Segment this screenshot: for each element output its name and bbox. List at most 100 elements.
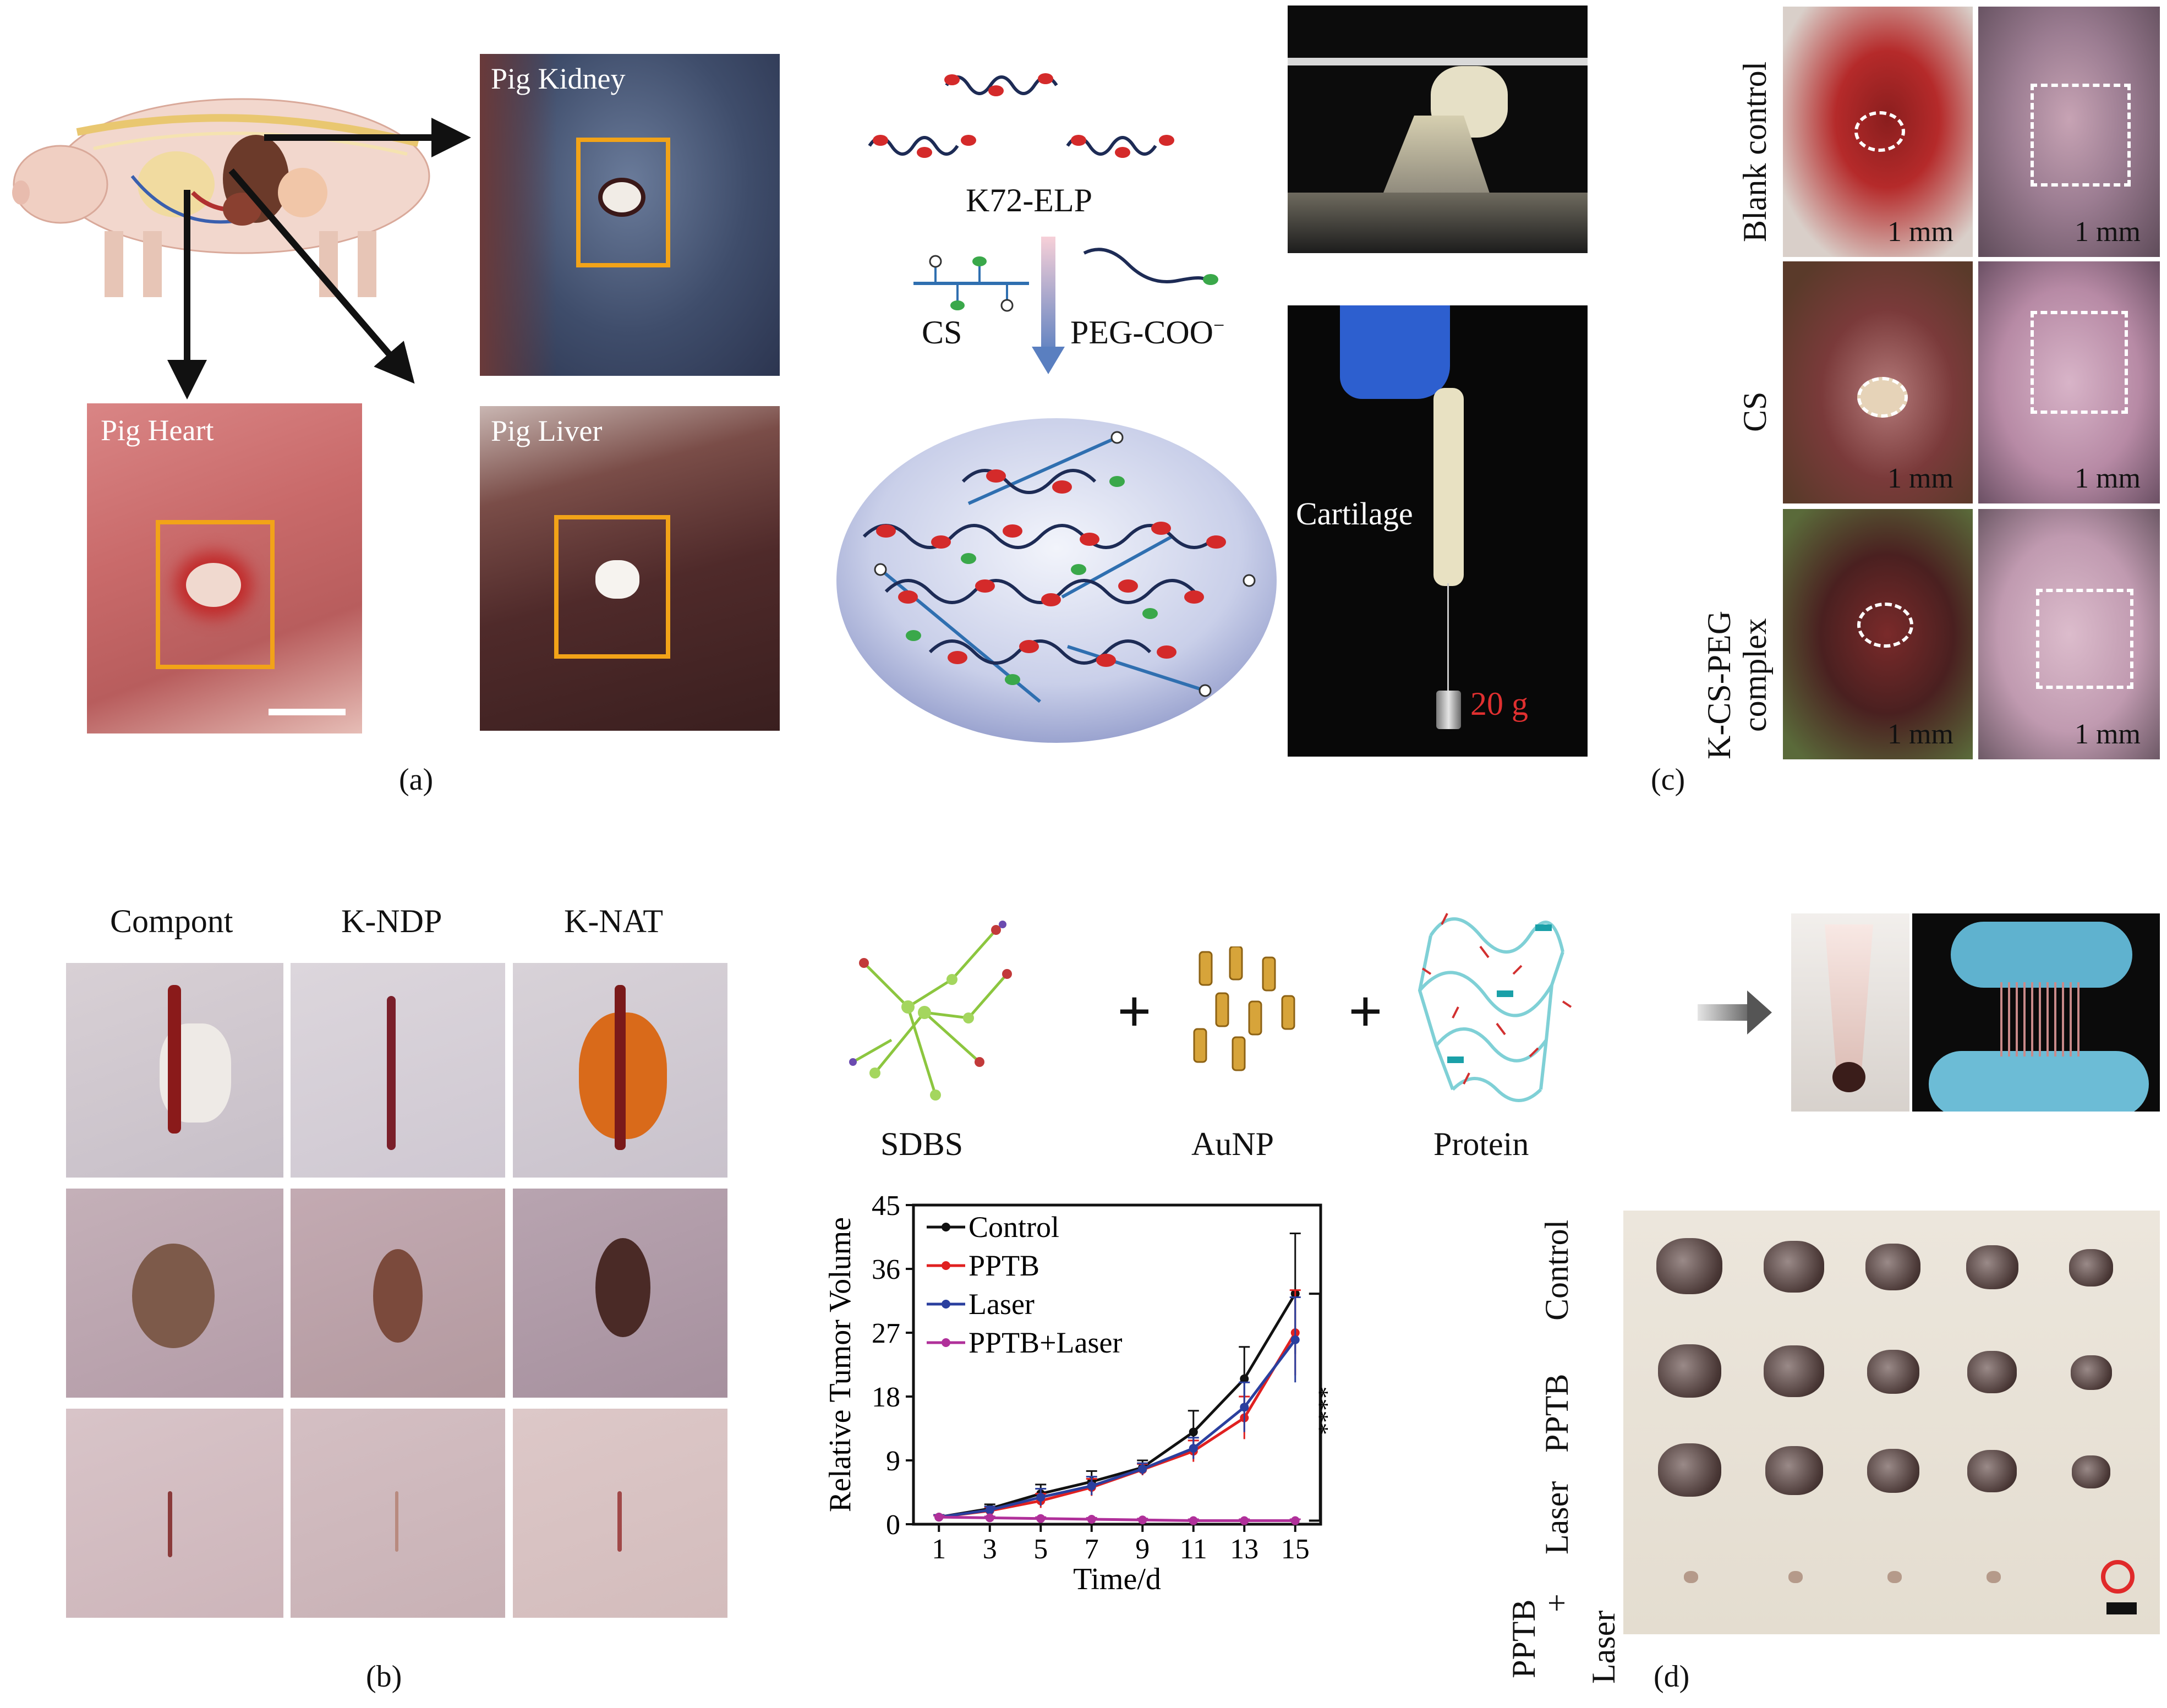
row-label-laser-combo: Laser [1585,1610,1622,1684]
legend-marker [942,1223,950,1231]
row-label-blank-control: Blank control [1737,61,1773,242]
tumor-specimen [1966,1245,2018,1290]
wound-photo-k-ndp-2 [291,1189,505,1398]
legend-label: Laser [968,1288,1035,1321]
tumor-specimen [1764,1241,1824,1293]
data-point [1189,1427,1198,1437]
weight-icon [1436,691,1461,729]
legend-marker [942,1261,950,1270]
scale-circle [2101,1560,2135,1594]
x-tick-label: 3 [983,1534,997,1565]
legend-label: Control [968,1211,1059,1244]
x-tick-label: 5 [1033,1534,1048,1565]
data-point [985,1506,994,1515]
arrow-right-icon [1698,1004,1750,1021]
wound-photo-k-nat-2 [513,1189,727,1398]
y-tick-label: 45 [872,1190,900,1222]
legend-label: PPTB+Laser [968,1326,1122,1359]
y-tick-label: 36 [872,1254,900,1285]
pig-heart-photo: Pig Heart [87,403,362,733]
hydrogel-network-illustration [836,418,1277,743]
highlight-box [554,515,670,659]
hydrogel-stretch-photo [1912,913,2160,1112]
legend-marker [942,1338,950,1347]
cartilage-photo: Cartilage 20 g [1288,305,1588,757]
row-label-k-cs-peg: K-CS-PEG [1701,610,1737,759]
col-header-compont: Compont [110,903,233,939]
data-point [934,1513,944,1522]
tumor-specimen [1867,1448,1919,1493]
polymer-chains-illustration [868,73,1174,158]
data-point [1290,1516,1300,1525]
data-point [1290,1335,1300,1344]
legend-label: PPTB [968,1249,1039,1282]
blank-control-right-photo: 1 mm [1978,7,2160,257]
scale-label: 1 mm [1887,463,1953,494]
defect-box [2036,589,2133,689]
data-point [1240,1516,1249,1525]
panel-b-caption: (b) [366,1660,402,1694]
tumor-specimen [1788,1571,1803,1583]
pig-kidney-photo: Pig Kidney [480,54,780,376]
protein-illustration [1418,913,1572,1102]
series-line [938,1339,1296,1519]
tumor-specimen [2069,1249,2113,1287]
tumor-specimen [1987,1571,2001,1583]
sdbs-label: SDBS [880,1126,964,1162]
x-axis-label: Time/d [1073,1562,1161,1596]
col-header-k-nat: K-NAT [564,903,663,939]
k-cs-peg-right-photo: 1 mm [1978,509,2160,759]
row-label-control: Control [1539,1219,1575,1321]
tumor-specimen [1967,1450,2017,1492]
y-tick-label: 27 [872,1318,900,1349]
row-label-cs: CS [1737,391,1773,432]
wound-photo-k-ndp-1 [291,963,505,1178]
data-point [1036,1514,1046,1523]
cs-peg-reaction-illustration [913,237,1218,374]
data-point [1189,1516,1198,1525]
data-point [1138,1464,1147,1474]
tumor-specimen [1867,1349,1919,1394]
highlight-box [576,138,670,267]
y-tick-label: 0 [886,1509,900,1541]
tumor-specimen [1657,1443,1721,1497]
sdbs-molecule-illustration [849,921,1012,1101]
tumor-specimen [2070,1355,2112,1391]
row-label-pptb: PPTB [1539,1373,1575,1453]
scale-label: 1 mm [2075,216,2141,248]
series-line [938,1293,1296,1519]
heart-label: Pig Heart [101,414,214,447]
tumor-specimen [1887,1571,1902,1583]
defect-circle [1854,111,1905,152]
scale-label: 1 mm [2075,719,2141,750]
tumor-grid [1623,1211,2160,1634]
data-point [985,1513,994,1523]
col-header-k-ndp: K-NDP [341,903,442,939]
tumor-specimen [2072,1455,2110,1488]
bleeding-site [598,178,645,217]
scale-label: 1 mm [1887,719,1953,750]
highlight-box [156,520,275,669]
bleeding-site [186,563,241,607]
row-label-complex: complex [1737,618,1773,732]
bleeding-site [595,560,639,599]
cs-left-photo: 1 mm [1783,261,1973,503]
data-point [1138,1515,1147,1525]
peg-label: PEG-COO− [1070,314,1225,351]
tumor-specimen [1765,1446,1823,1495]
x-tick-label: 7 [1085,1534,1099,1565]
k-cs-peg-left-photo: 1 mm [1783,509,1973,759]
kidney-label: Pig Kidney [491,62,626,95]
defect-circle [1857,377,1908,418]
defect-box [2031,84,2131,187]
plus-sign: + [1117,978,1152,1045]
cs-label: CS [922,314,962,351]
data-point [1036,1493,1046,1502]
defect-box [2031,311,2128,414]
x-tick-label: 15 [1281,1534,1310,1565]
tumor-specimen [1656,1238,1722,1294]
tumor-specimen [1764,1345,1824,1397]
y-tick-label: 18 [872,1382,900,1413]
defect-circle [1857,603,1913,648]
